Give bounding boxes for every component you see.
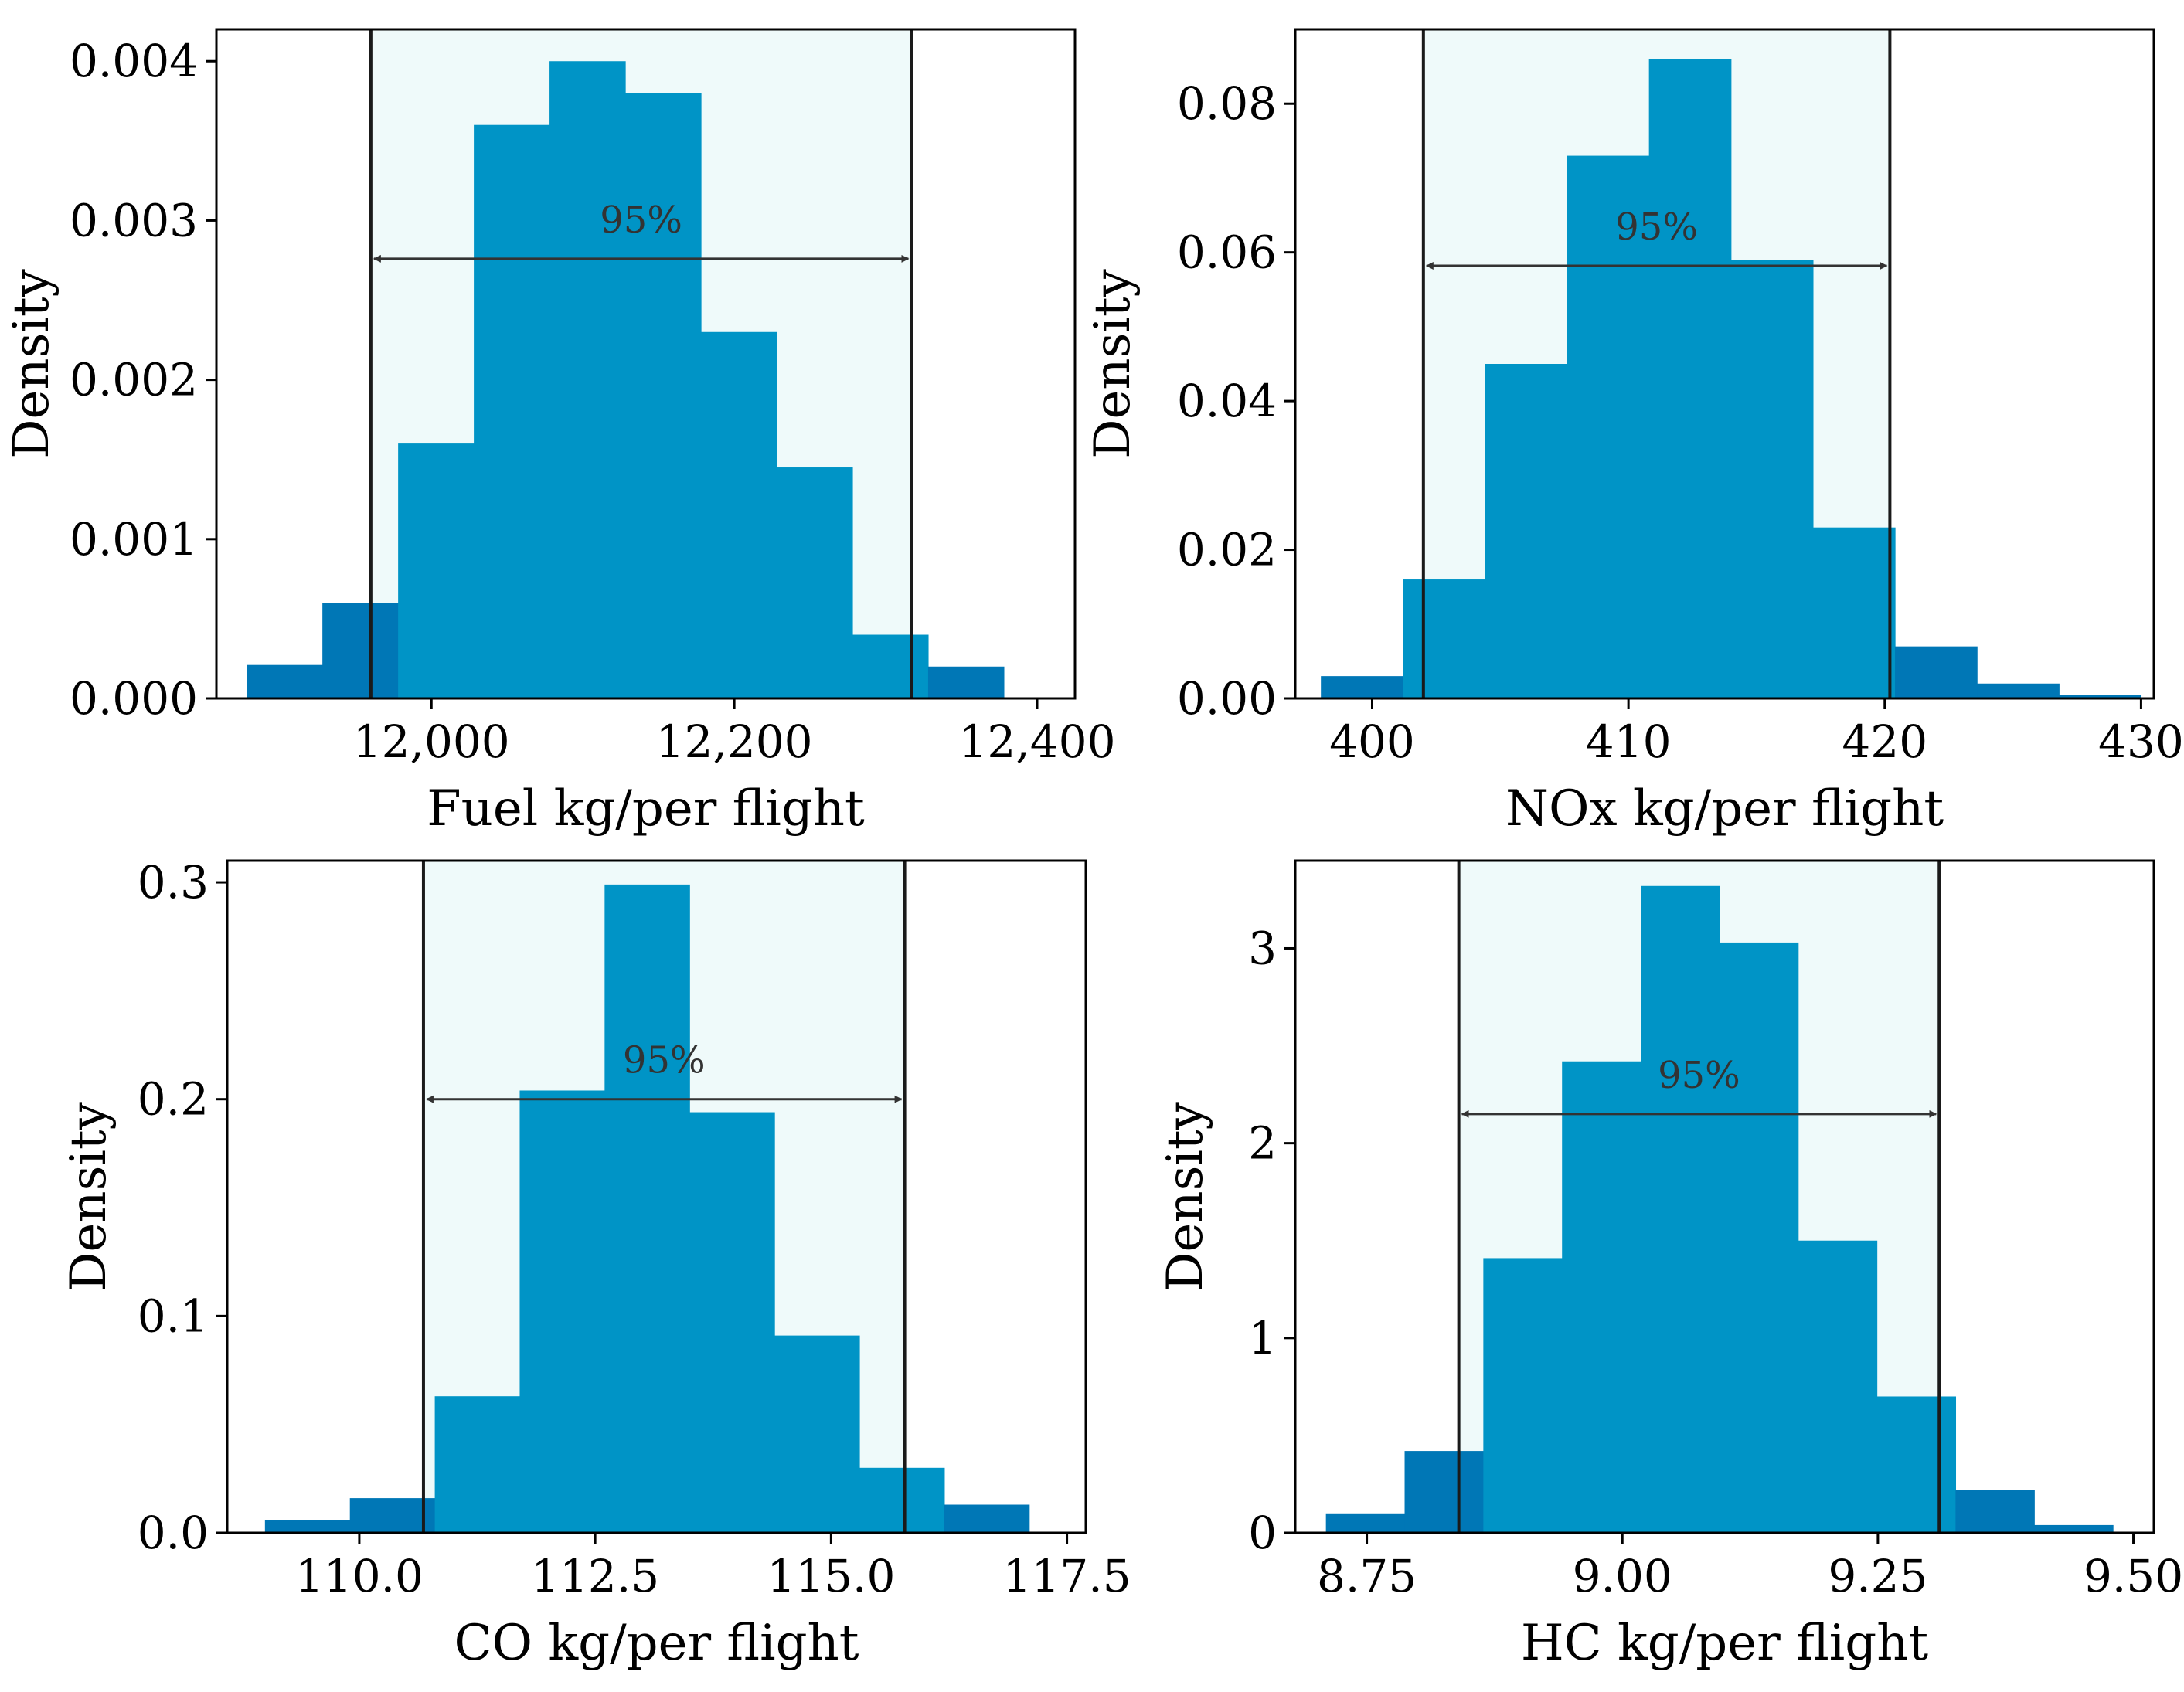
x-tick-label: 410 bbox=[1586, 715, 1672, 768]
y-tick-label: 0.001 bbox=[70, 513, 198, 566]
axes-frame bbox=[226, 859, 1087, 1534]
axes-frame bbox=[215, 28, 1077, 700]
histogram-bar bbox=[1404, 1451, 1484, 1533]
x-axis-title: Fuel kg/per flight bbox=[427, 780, 865, 838]
histogram-bar bbox=[1798, 1240, 1878, 1533]
histogram-bar bbox=[1321, 676, 1403, 698]
y-tick-label: 3 bbox=[1248, 922, 1277, 974]
histogram-bar bbox=[859, 1467, 945, 1533]
x-tick-label: 9.25 bbox=[1828, 1550, 1927, 1602]
x-tick-label: 112.5 bbox=[531, 1550, 659, 1602]
x-tick-label: 12,000 bbox=[353, 715, 510, 768]
histogram-bar bbox=[1641, 885, 1720, 1533]
y-tick-label: 0.08 bbox=[1177, 77, 1277, 130]
histogram-bar bbox=[1812, 527, 1896, 698]
histogram-bar bbox=[1648, 59, 1732, 698]
x-tick-label: 400 bbox=[1329, 715, 1415, 768]
histogram-bar bbox=[625, 93, 702, 698]
x-tick-label: 115.0 bbox=[767, 1550, 895, 1602]
y-tick-label: 0.003 bbox=[70, 194, 198, 246]
histogram-bar bbox=[604, 884, 690, 1533]
x-tick-label: 9.50 bbox=[2084, 1550, 2183, 1602]
histogram-bar bbox=[852, 634, 929, 698]
histogram-bar bbox=[1403, 579, 1486, 698]
histogram-bar bbox=[1562, 1061, 1641, 1533]
histogram-bar bbox=[1876, 1396, 1957, 1533]
histogram-bar bbox=[2034, 1524, 2114, 1533]
x-axis-title: CO kg/per flight bbox=[454, 1615, 859, 1672]
panel-1: 95% 12,000 12,200 12,400 0.000 0.001 0.002 0.00… bbox=[3, 28, 1116, 838]
interval-label: 95% bbox=[1615, 206, 1698, 249]
histogram-bar bbox=[519, 1090, 605, 1533]
y-tick-label: 0.004 bbox=[70, 35, 198, 87]
y-tick-label: 0 bbox=[1248, 1507, 1277, 1559]
histogram-bar bbox=[1895, 646, 1978, 698]
y-tick-label: 0.02 bbox=[1177, 524, 1277, 576]
histogram-bar bbox=[701, 331, 777, 698]
histogram-bar bbox=[2059, 695, 2142, 698]
histogram-bar bbox=[349, 1498, 436, 1533]
histogram-bar bbox=[1955, 1490, 2035, 1533]
interval-label: 95% bbox=[623, 1039, 706, 1082]
histogram-bar bbox=[689, 1112, 775, 1533]
x-tick-label: 110.0 bbox=[295, 1550, 424, 1602]
y-tick-label: 0.3 bbox=[138, 856, 209, 909]
histogram-bar bbox=[247, 664, 323, 698]
x-axis-title: NOx kg/per flight bbox=[1505, 780, 1944, 838]
histogram-bar bbox=[944, 1504, 1030, 1533]
y-axis-title: Density bbox=[60, 1102, 117, 1292]
panel-2: 95% 400 410 420 430 0.00 0.02 0.04 0.06 0.08 NOx k… bbox=[1084, 28, 2184, 838]
y-tick-label: 0.2 bbox=[138, 1073, 209, 1126]
y-tick-label: 0.000 bbox=[70, 672, 198, 725]
histogram-bar bbox=[927, 666, 1005, 698]
x-axis-title: HC kg/per flight bbox=[1521, 1615, 1929, 1672]
x-tick-label: 12,200 bbox=[656, 715, 813, 768]
panel-4: 95% 8.75 9.00 9.25 9.50 0 1 2 3 HC kg/per flight D… bbox=[1157, 859, 2183, 1672]
axes-frame bbox=[1294, 859, 2155, 1534]
histogram-bar bbox=[1485, 364, 1568, 698]
histogram-bar bbox=[474, 124, 550, 698]
x-tick-label: 420 bbox=[1842, 715, 1927, 768]
interval-label: 95% bbox=[600, 199, 682, 242]
y-axis-title: Density bbox=[1084, 269, 1141, 459]
x-tick-label: 117.5 bbox=[1003, 1550, 1131, 1602]
y-tick-label: 0.002 bbox=[70, 354, 198, 406]
y-tick-label: 0.00 bbox=[1177, 672, 1277, 725]
y-tick-label: 0.0 bbox=[138, 1507, 209, 1559]
histogram-bar bbox=[1977, 683, 2060, 698]
x-tick-label: 8.75 bbox=[1317, 1550, 1417, 1602]
y-tick-label: 0.04 bbox=[1177, 375, 1277, 427]
x-tick-label: 9.00 bbox=[1573, 1550, 1672, 1602]
interval-label: 95% bbox=[1658, 1054, 1740, 1097]
histogram-bar bbox=[774, 1335, 860, 1533]
histogram-bar bbox=[1325, 1513, 1406, 1533]
y-tick-label: 0.06 bbox=[1177, 226, 1277, 279]
x-tick-label: 12,400 bbox=[959, 715, 1116, 768]
histogram-bar bbox=[1567, 155, 1650, 699]
histogram-bar bbox=[549, 61, 626, 698]
axes-frame bbox=[1294, 28, 2155, 700]
y-tick-label: 2 bbox=[1248, 1117, 1277, 1170]
histogram-bar bbox=[264, 1520, 351, 1533]
y-axis-title: Density bbox=[1157, 1102, 1214, 1292]
panel-3: 95% 110.0 112.5 115.0 117.5 0.0 0.1 0.2 0.3 CO kg… bbox=[60, 856, 1131, 1672]
histogram-bar bbox=[776, 467, 853, 698]
histogram-bar bbox=[1730, 260, 1814, 698]
histogram-bar bbox=[1719, 942, 1799, 1533]
y-axis-title: Density bbox=[3, 269, 60, 459]
y-tick-label: 1 bbox=[1248, 1312, 1277, 1364]
y-tick-label: 0.1 bbox=[138, 1289, 209, 1342]
histogram-bar bbox=[1483, 1258, 1563, 1533]
histogram-bar bbox=[434, 1396, 521, 1533]
histogram-bar bbox=[398, 443, 475, 698]
histogram-bar bbox=[322, 603, 399, 698]
x-tick-label: 430 bbox=[2098, 715, 2184, 768]
